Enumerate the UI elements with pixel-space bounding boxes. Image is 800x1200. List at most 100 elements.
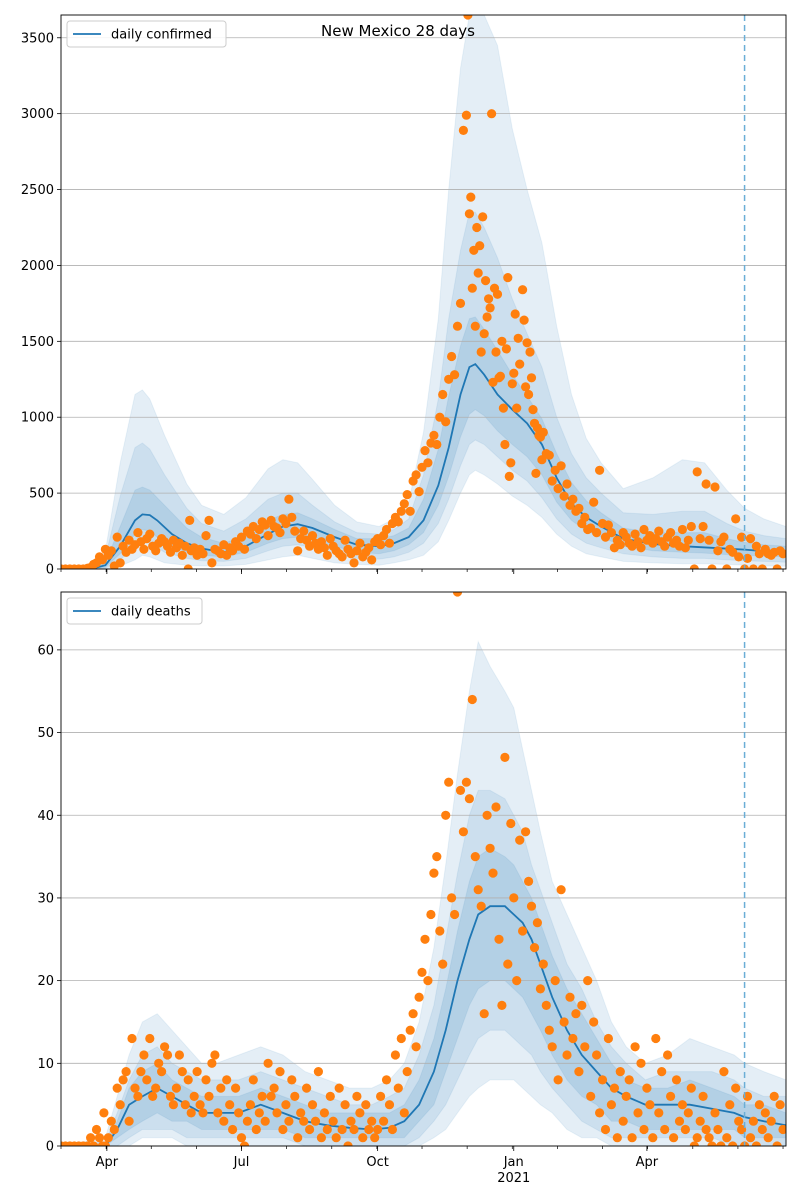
confirmed-observed-point [177,550,187,560]
deaths-observed-point [272,1108,282,1118]
confirmed-observed-point [384,538,395,548]
confirmed-observed-point [475,241,485,251]
confirmed-observed-point [470,321,480,331]
deaths-observed-point [615,1067,625,1077]
deaths-observed-points [61,592,786,1146]
deaths-observed-point [216,1083,226,1093]
deaths-observed-point [91,1124,102,1135]
deaths-observed-point [748,1116,759,1126]
confirmed-observed-point [677,524,688,535]
confirmed-observed-point [275,528,285,538]
deaths-observed-point [725,1100,735,1110]
confirmed-observed-point [201,531,211,541]
confirmed-observed-point [589,497,599,507]
deaths-observed-point [148,1091,158,1101]
deaths-observed-point [322,1124,332,1135]
xtick-year-label: 2021 [497,1171,530,1186]
confirmed-observed-point [639,524,649,535]
confirmed-panel: 0 500 1000 1500 2000 2500 3000 3500 daily confi… [21,14,787,578]
deaths-observed-point [541,1000,551,1011]
deaths-observed-point [766,1116,776,1126]
confirmed-observed-point [556,461,566,471]
confirmed-observed-point [751,541,762,551]
deaths-median-line-group [61,905,786,1146]
confirmed-observed-point [185,515,195,526]
confirmed-observed-point [592,528,602,538]
confirmed-observed-point [636,543,646,553]
deaths-observed-point [313,1067,323,1077]
deaths-observed-point [165,1091,176,1101]
confirmed-observed-point [284,494,294,504]
confirmed-observed-point [701,479,711,489]
xtick-label: Oct [366,1155,388,1170]
confirmed-observed-point [139,544,149,554]
deaths-observed-point [429,868,439,878]
confirmed-observed-point [512,403,522,413]
confirmed-observed-point [491,347,501,357]
deaths-observed-point [381,1075,392,1085]
deaths-observed-point [775,1100,785,1110]
deaths-observed-point [325,1091,335,1101]
confirmed-observed-point [325,534,335,544]
deaths-observed-point [524,876,534,887]
confirmed-observed-point [689,564,699,569]
deaths-observed-point [302,1083,312,1093]
deaths-observed-point [183,1075,193,1085]
deaths-observed-point [671,1075,682,1085]
deaths-observed-point [447,893,457,903]
confirmed-observed-point [307,531,318,541]
confirmed-observed-point [482,312,492,322]
deaths-observed-point [426,909,436,920]
deaths-observed-point [470,852,480,862]
legend-label-deaths: daily deaths [111,605,191,620]
confirmed-observed-point [432,439,442,450]
confirmed-ytick-label: 2000 [21,259,54,274]
confirmed-observed-point [381,524,392,535]
deaths-observed-point [503,959,513,969]
confirmed-observed-point [580,512,590,523]
confirmed-observed-point [106,546,116,556]
deaths-observed-point [654,1108,664,1118]
confirmed-observed-point [510,309,520,319]
deaths-observed-point [307,1100,318,1110]
deaths-observed-point [769,1091,779,1101]
confirmed-observed-point [198,549,208,559]
confirmed-observed-point [559,491,569,501]
confirmed-observed-point [504,471,514,481]
deaths-observed-point [414,992,424,1002]
deaths-observed-point [701,1124,711,1135]
deaths-observed-point [600,1124,611,1135]
confirmed-observed-point [473,268,483,278]
deaths-observed-point [254,1108,264,1118]
deaths-observed-point [99,1108,109,1118]
xtick-label: Jul [233,1155,250,1170]
deaths-observed-point [660,1124,670,1135]
confirmed-observed-point [507,379,517,389]
deaths-band-outer [61,639,786,1146]
deaths-observed-point [559,1017,569,1027]
confirmed-observed-point [251,534,261,544]
confirmed-observed-point [547,476,557,486]
confirmed-observed-point [495,371,505,381]
deaths-observed-point [458,827,468,837]
confirmed-observed-point [603,520,614,530]
deaths-observed-point [192,1067,202,1077]
deaths-observed-point [228,1124,238,1135]
deaths-observed-point [518,926,528,936]
confirmed-observed-point [528,405,538,415]
confirmed-observed-point [112,532,122,542]
confirmed-observed-point [420,446,430,456]
confirmed-observed-point [290,526,300,536]
legend-label-confirmed: daily confirmed [111,28,212,43]
deaths-observed-point [358,1133,368,1143]
deaths-observed-point [606,1100,617,1110]
confirmed-observed-point [515,359,525,369]
confirmed-observed-point [568,494,578,504]
deaths-observed-point [210,1050,220,1060]
confirmed-observed-point [683,535,693,545]
confirmed-observed-point [485,303,495,313]
deaths-observed-point [89,1141,99,1146]
deaths-observed-point [130,1083,140,1093]
deaths-observed-point [592,1050,602,1060]
deaths-observed-point [680,1124,691,1135]
